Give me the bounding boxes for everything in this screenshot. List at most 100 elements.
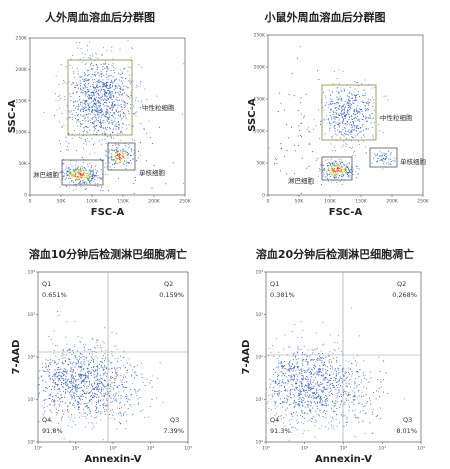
event-dot xyxy=(330,170,332,172)
event-dot xyxy=(85,106,87,108)
event-dot xyxy=(120,355,122,357)
event-dot xyxy=(86,183,88,185)
event-dot xyxy=(347,112,349,114)
event-dot xyxy=(128,97,131,99)
event-dot xyxy=(84,188,86,190)
event-dot xyxy=(294,150,296,152)
event-dot xyxy=(45,387,47,389)
event-dot xyxy=(49,359,52,361)
event-dot xyxy=(58,366,60,368)
event-dot xyxy=(124,144,126,147)
event-dot xyxy=(119,90,121,92)
event-dot xyxy=(296,419,298,421)
event-dot xyxy=(91,173,93,175)
event-dot xyxy=(53,330,55,332)
event-dot xyxy=(322,403,324,406)
event-dot xyxy=(113,100,115,102)
event-dot xyxy=(117,120,119,122)
event-dot xyxy=(54,175,56,177)
event-dot xyxy=(309,387,311,389)
event-dot xyxy=(299,372,301,374)
event-dot xyxy=(128,358,130,360)
event-dot xyxy=(96,372,98,374)
event-dot xyxy=(162,401,164,403)
event-dot xyxy=(349,106,351,108)
event-dot xyxy=(309,419,311,421)
event-dot xyxy=(322,357,325,359)
event-dot xyxy=(319,402,321,404)
event-dot xyxy=(137,390,139,392)
event-dot xyxy=(106,173,108,175)
plot-frame xyxy=(265,271,422,443)
event-dot xyxy=(53,405,55,407)
event-dot xyxy=(356,417,358,419)
event-dot xyxy=(91,106,93,109)
event-dot xyxy=(355,116,357,118)
event-dot xyxy=(103,63,105,65)
x-tick-label: 200K xyxy=(148,199,161,205)
event-dot xyxy=(319,121,321,123)
event-dot xyxy=(77,179,79,181)
event-dot xyxy=(133,366,135,368)
event-dot xyxy=(321,390,323,392)
event-dot xyxy=(283,385,286,387)
event-dot xyxy=(269,379,271,381)
event-dot xyxy=(102,95,104,98)
event-dot xyxy=(344,168,346,170)
gate-label: 中性粒细胞 xyxy=(380,113,413,122)
event-dot xyxy=(120,397,122,399)
event-dot xyxy=(117,177,120,180)
event-dot xyxy=(111,331,113,333)
event-dot xyxy=(341,100,343,102)
event-dot xyxy=(345,393,347,395)
event-dot xyxy=(332,380,334,382)
event-dot xyxy=(108,89,110,91)
event-dot xyxy=(338,83,340,85)
event-dot xyxy=(357,172,359,175)
event-dot xyxy=(61,355,63,357)
event-dot xyxy=(79,41,81,43)
event-dot xyxy=(88,173,90,175)
event-dot xyxy=(307,369,309,371)
event-dot xyxy=(98,130,100,132)
event-dot xyxy=(134,388,136,390)
event-dot xyxy=(119,88,121,90)
event-dot xyxy=(38,396,40,398)
event-dot xyxy=(343,164,345,167)
x-tick-label: 10⁴ xyxy=(184,446,192,452)
event-dot xyxy=(62,373,65,375)
event-dot xyxy=(337,166,339,169)
event-dot xyxy=(313,395,315,397)
panel-title: 人外周血溶血后分群图 xyxy=(45,10,155,24)
event-dot xyxy=(56,369,58,371)
event-dot xyxy=(55,395,57,397)
event-dot xyxy=(341,121,343,123)
event-dot xyxy=(339,130,341,132)
event-dot xyxy=(352,102,354,104)
event-dot xyxy=(310,382,312,384)
event-dot xyxy=(67,167,70,169)
event-dot xyxy=(103,374,105,376)
event-dot xyxy=(77,335,79,337)
event-dot xyxy=(123,164,125,166)
event-dot xyxy=(281,375,283,377)
event-dot xyxy=(38,356,40,358)
event-dot xyxy=(326,102,328,104)
event-dot xyxy=(157,377,159,380)
event-dot xyxy=(95,110,97,112)
event-dot xyxy=(285,383,287,385)
event-dot xyxy=(78,402,80,404)
event-dot xyxy=(345,164,347,166)
event-dot xyxy=(121,158,123,160)
event-dot xyxy=(59,172,61,174)
event-dot xyxy=(73,104,75,106)
event-dot xyxy=(81,364,83,366)
event-dot xyxy=(76,41,78,43)
event-dot xyxy=(301,382,303,384)
event-dot xyxy=(79,114,81,116)
event-dot xyxy=(300,422,302,424)
event-dot xyxy=(83,408,85,411)
event-dot xyxy=(309,379,312,381)
panel-title: 溶血10分钟后检测淋巴细胞凋亡 xyxy=(29,247,187,261)
event-dot xyxy=(371,113,373,115)
